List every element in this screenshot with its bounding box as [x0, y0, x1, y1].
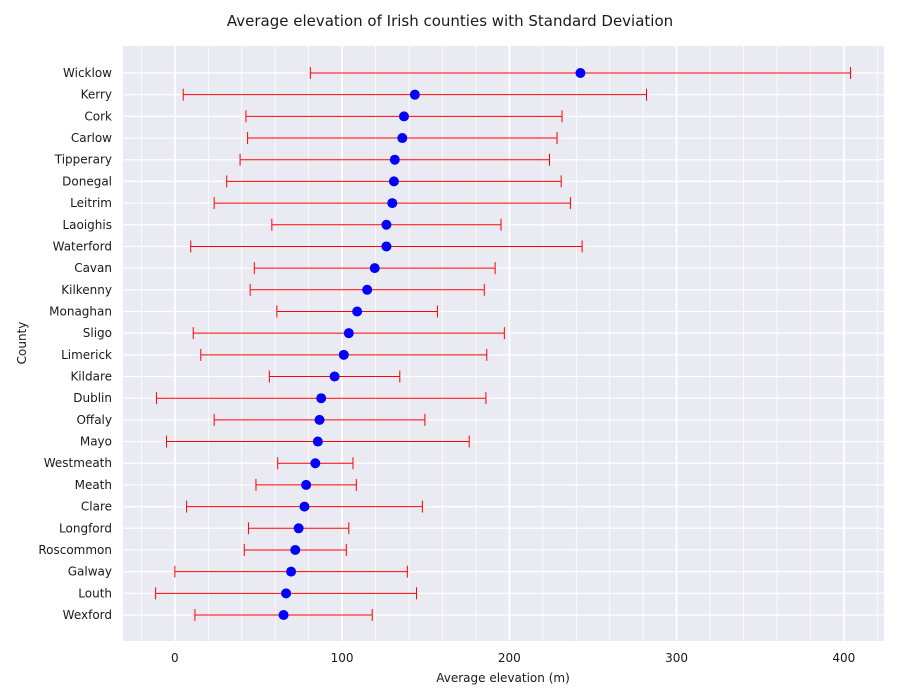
y-tick-label: Cavan: [74, 261, 112, 275]
data-point: [299, 501, 310, 512]
y-tick-label: Longford: [59, 521, 112, 535]
y-tick-labels: Wicklow Kerry Cork Carlow Tipperary Donegal Le…: [38, 66, 112, 622]
y-tick-label: Galway: [68, 565, 112, 579]
data-point: [362, 284, 373, 295]
data-point: [409, 89, 420, 100]
y-tick-label: Westmeath: [44, 456, 112, 470]
data-point: [343, 328, 354, 339]
data-point: [381, 241, 392, 252]
data-point: [290, 544, 301, 555]
x-tick-label: 100: [331, 651, 354, 665]
data-point: [338, 349, 349, 360]
data-point: [352, 306, 363, 317]
major-gridlines: [173, 46, 845, 641]
data-point: [312, 436, 323, 447]
data-point: [369, 263, 380, 274]
data-point: [286, 566, 297, 577]
y-tick-label: Kildare: [70, 370, 112, 384]
data-point: [381, 219, 392, 230]
y-tick-label: Sligo: [83, 326, 112, 340]
y-tick-label: Mayo: [80, 435, 112, 449]
y-tick-label: Wicklow: [63, 66, 112, 80]
y-tick-label: Donegal: [62, 174, 112, 188]
data-point: [281, 588, 292, 599]
y-tick-label: Roscommon: [38, 543, 112, 557]
y-tick-label: Leitrim: [70, 196, 112, 210]
y-tick-label: Kilkenny: [61, 283, 112, 297]
y-tick-label: Offaly: [76, 413, 112, 427]
data-point: [278, 610, 289, 620]
chart-title: Average elevation of Irish counties with…: [227, 12, 673, 30]
x-tick-label: 200: [498, 651, 521, 665]
data-point: [388, 176, 399, 187]
data-point: [316, 393, 327, 404]
data-point: [293, 523, 304, 534]
y-tick-label: Tipperary: [54, 153, 112, 167]
data-point: [387, 198, 398, 209]
data-points: [278, 68, 586, 620]
y-axis-label: County: [15, 322, 29, 365]
y-tick-label: Laoighis: [62, 218, 112, 232]
y-tick-label: Waterford: [53, 239, 112, 253]
data-point: [310, 458, 321, 469]
x-tick-labels: 0 100 200 300 400: [171, 651, 855, 665]
y-tick-label: Dublin: [73, 391, 112, 405]
y-tick-label: Kerry: [81, 88, 112, 102]
data-point: [397, 133, 408, 144]
x-axis-label: Average elevation (m): [436, 671, 570, 685]
data-point: [301, 479, 312, 490]
y-tick-label: Wexford: [63, 608, 112, 622]
data-point: [398, 111, 409, 122]
y-tick-label: Carlow: [71, 131, 112, 145]
data-point: [389, 154, 400, 165]
y-tick-label: Monaghan: [49, 304, 112, 318]
y-tick-label: Cork: [84, 109, 112, 123]
x-tick-label: 400: [832, 651, 855, 665]
data-point: [575, 68, 586, 78]
data-point: [314, 414, 325, 425]
y-tick-label: Limerick: [61, 348, 112, 362]
x-tick-label: 0: [171, 651, 179, 665]
y-tick-label: Clare: [81, 500, 112, 514]
plot-area: [123, 46, 884, 641]
x-tick-label: 300: [665, 651, 688, 665]
y-tick-label: Louth: [78, 586, 112, 600]
minor-gridlines: [140, 46, 878, 641]
y-tick-label: Meath: [75, 478, 112, 492]
data-point: [329, 371, 340, 382]
